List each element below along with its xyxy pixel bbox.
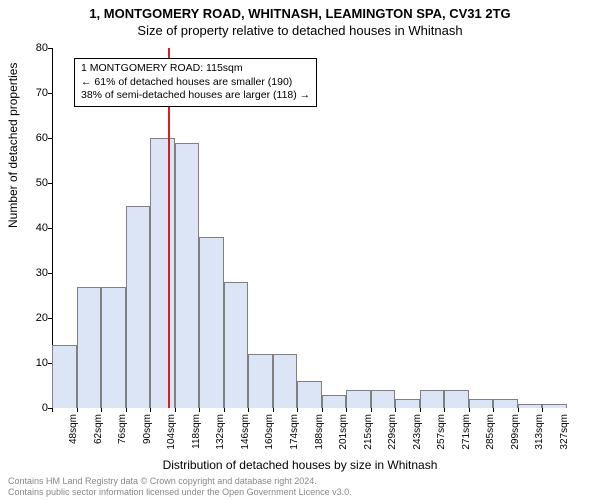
histogram-bar xyxy=(175,143,200,409)
y-tick-label: 20 xyxy=(18,312,48,324)
y-tick-label: 10 xyxy=(18,357,48,369)
annotation-box: 1 MONTGOMERY ROAD: 115sqm← 61% of detach… xyxy=(74,58,317,107)
x-tick-mark xyxy=(346,408,347,412)
x-tick-mark xyxy=(150,408,151,412)
y-tick-label: 0 xyxy=(18,402,48,414)
y-tick-mark xyxy=(48,228,52,229)
x-tick-mark xyxy=(542,408,543,412)
chart-title-sub: Size of property relative to detached ho… xyxy=(0,21,600,38)
histogram-bar xyxy=(444,390,469,408)
x-tick-mark xyxy=(126,408,127,412)
y-tick-label: 60 xyxy=(18,132,48,144)
x-tick-mark xyxy=(52,408,53,412)
x-tick-mark xyxy=(444,408,445,412)
histogram-bar xyxy=(395,399,420,408)
chart-title-main: 1, MONTGOMERY ROAD, WHITNASH, LEAMINGTON… xyxy=(0,0,600,21)
x-tick-label: 257sqm xyxy=(436,414,447,450)
x-tick-mark xyxy=(395,408,396,412)
footer-line-1: Contains HM Land Registry data © Crown c… xyxy=(8,476,317,486)
histogram-bar xyxy=(248,354,273,408)
histogram-bar xyxy=(126,206,151,409)
histogram-bar xyxy=(273,354,298,408)
x-tick-label: 327sqm xyxy=(559,414,570,450)
x-tick-mark xyxy=(248,408,249,412)
histogram-bar xyxy=(518,404,543,409)
x-tick-label: 271sqm xyxy=(461,414,472,450)
histogram-bar xyxy=(371,390,396,408)
x-tick-label: 229sqm xyxy=(387,414,398,450)
x-tick-mark xyxy=(175,408,176,412)
x-tick-label: 188sqm xyxy=(314,414,325,450)
annotation-line: 38% of semi-detached houses are larger (… xyxy=(81,89,310,103)
x-tick-mark xyxy=(518,408,519,412)
y-tick-mark xyxy=(48,318,52,319)
histogram-bar xyxy=(52,345,77,408)
footer-line-2: Contains public sector information licen… xyxy=(8,487,352,497)
histogram-bar xyxy=(224,282,249,408)
x-tick-label: 62sqm xyxy=(93,414,104,444)
x-tick-label: 146sqm xyxy=(240,414,251,450)
histogram-bar xyxy=(77,287,102,409)
annotation-line: 1 MONTGOMERY ROAD: 115sqm xyxy=(81,62,310,76)
x-tick-label: 90sqm xyxy=(142,414,153,444)
histogram-bar xyxy=(346,390,371,408)
x-tick-label: 243sqm xyxy=(412,414,423,450)
histogram-bar xyxy=(493,399,518,408)
x-tick-label: 174sqm xyxy=(289,414,300,450)
histogram-bar xyxy=(150,138,175,408)
y-tick-mark xyxy=(48,138,52,139)
x-tick-label: 215sqm xyxy=(363,414,374,450)
x-axis-label: Distribution of detached houses by size … xyxy=(0,458,600,472)
x-tick-label: 160sqm xyxy=(264,414,275,450)
chart-plot-area: 0102030405060708048sqm62sqm76sqm90sqm104… xyxy=(52,48,567,408)
histogram-bar xyxy=(322,395,347,409)
y-tick-mark xyxy=(48,273,52,274)
x-tick-label: 299sqm xyxy=(510,414,521,450)
x-tick-label: 201sqm xyxy=(338,414,349,450)
x-tick-mark xyxy=(493,408,494,412)
histogram-bar xyxy=(199,237,224,408)
y-tick-mark xyxy=(48,93,52,94)
x-tick-label: 118sqm xyxy=(191,414,202,449)
x-tick-label: 285sqm xyxy=(485,414,496,450)
x-tick-mark xyxy=(224,408,225,412)
y-tick-label: 50 xyxy=(18,177,48,189)
y-tick-mark xyxy=(48,48,52,49)
x-tick-mark xyxy=(322,408,323,412)
x-tick-mark xyxy=(297,408,298,412)
footer-attribution: Contains HM Land Registry data © Crown c… xyxy=(8,476,352,497)
x-tick-mark xyxy=(101,408,102,412)
y-tick-label: 30 xyxy=(18,267,48,279)
x-tick-label: 313sqm xyxy=(534,414,545,450)
x-tick-mark xyxy=(273,408,274,412)
y-tick-label: 40 xyxy=(18,222,48,234)
y-tick-mark xyxy=(48,183,52,184)
x-tick-mark xyxy=(469,408,470,412)
x-tick-label: 104sqm xyxy=(166,414,177,450)
histogram-bar xyxy=(101,287,126,409)
histogram-bar xyxy=(297,381,322,408)
histogram-bar xyxy=(420,390,445,408)
x-tick-label: 76sqm xyxy=(117,414,128,444)
histogram-bar xyxy=(469,399,494,408)
x-tick-label: 48sqm xyxy=(68,414,79,444)
x-tick-mark xyxy=(77,408,78,412)
y-tick-label: 70 xyxy=(18,87,48,99)
x-tick-label: 132sqm xyxy=(215,414,226,450)
x-tick-mark xyxy=(420,408,421,412)
y-tick-label: 80 xyxy=(18,42,48,54)
x-tick-mark xyxy=(199,408,200,412)
annotation-line: ← 61% of detached houses are smaller (19… xyxy=(81,76,310,90)
x-tick-mark xyxy=(371,408,372,412)
histogram-bar xyxy=(542,404,567,409)
